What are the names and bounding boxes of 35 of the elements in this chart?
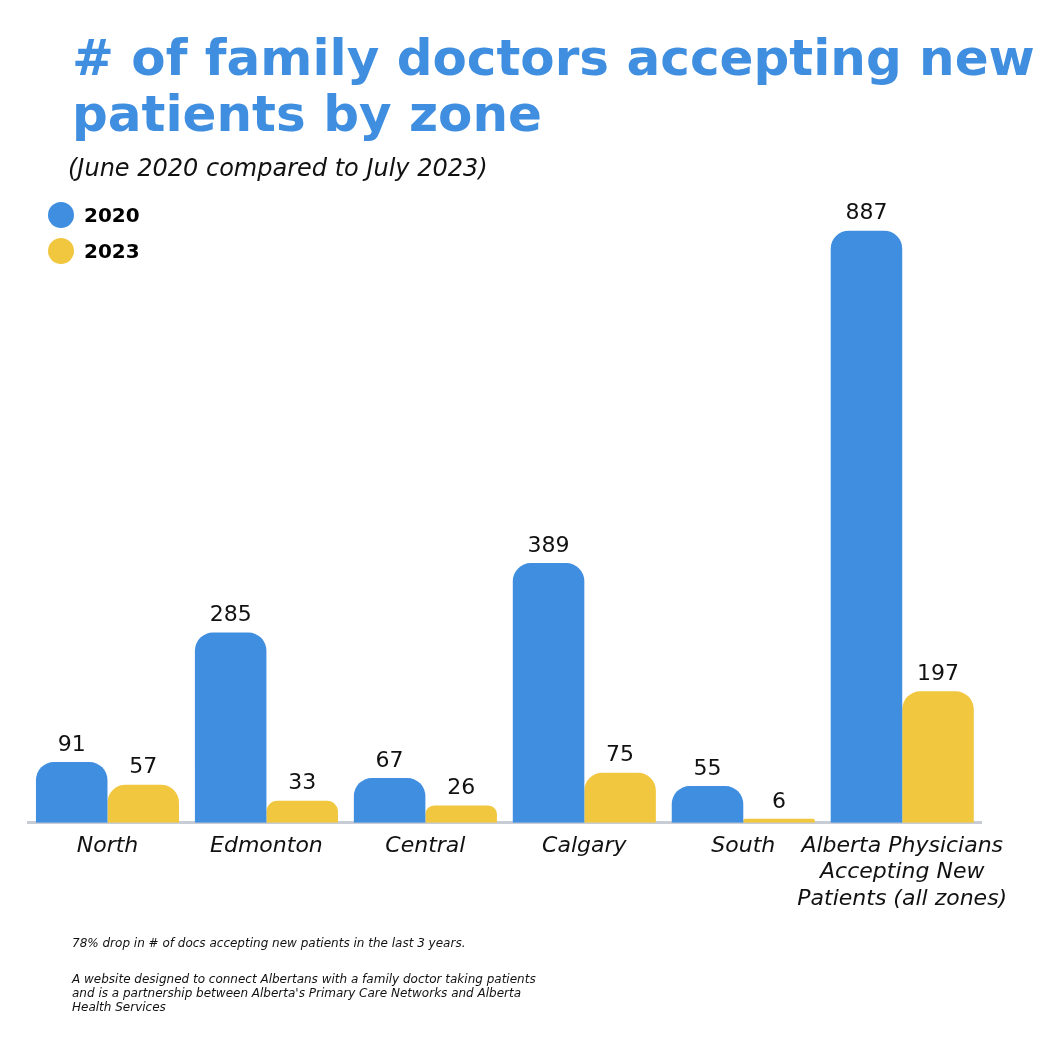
bar [584,772,656,823]
x-tick-label: Central [385,831,466,857]
bar [194,632,267,823]
bar [830,230,903,823]
chart-title: # of family doctors accepting new patients by zone [71,28,1036,143]
bar [107,784,180,823]
data-label: 33 [288,769,317,795]
data-label: 389 [527,531,570,557]
x-tick-label: South [711,831,776,857]
bar [425,805,497,823]
data-label: 285 [209,601,252,627]
data-label: 57 [129,753,158,779]
text: A website designed to connect Albertans with a family doctor taking patients and is a partnership between Alberta's Primary Care Networks and Alberta Health Services [72,972,537,1014]
data-label: 75 [606,741,635,767]
x-tick-label: Alberta Physicians Accepting New Patients (all zones) [797,831,1008,910]
bar [35,762,108,823]
bar [671,786,744,823]
data-label: 91 [57,730,86,756]
legend-label: 2020 [84,203,140,227]
data-label: 887 [845,199,888,225]
data-label: 26 [447,774,476,800]
chart-subtitle: (June 2020 compared to July 2023) [67,153,489,182]
data-label: 55 [693,754,722,780]
x-tick-label: Calgary [542,831,628,857]
x-tick-label: North [76,831,139,857]
bar [512,563,585,823]
bar [902,691,974,823]
x-tick-label: Edmonton [210,831,323,857]
data-label: 197 [917,660,959,686]
legend-label: 2023 [84,239,140,263]
data-label: 67 [375,746,404,772]
data-label: 6 [772,787,787,813]
text: 78% drop in # of docs accepting new patients in the last 3 years. [72,936,467,950]
bar [353,778,426,823]
bar [266,800,338,823]
